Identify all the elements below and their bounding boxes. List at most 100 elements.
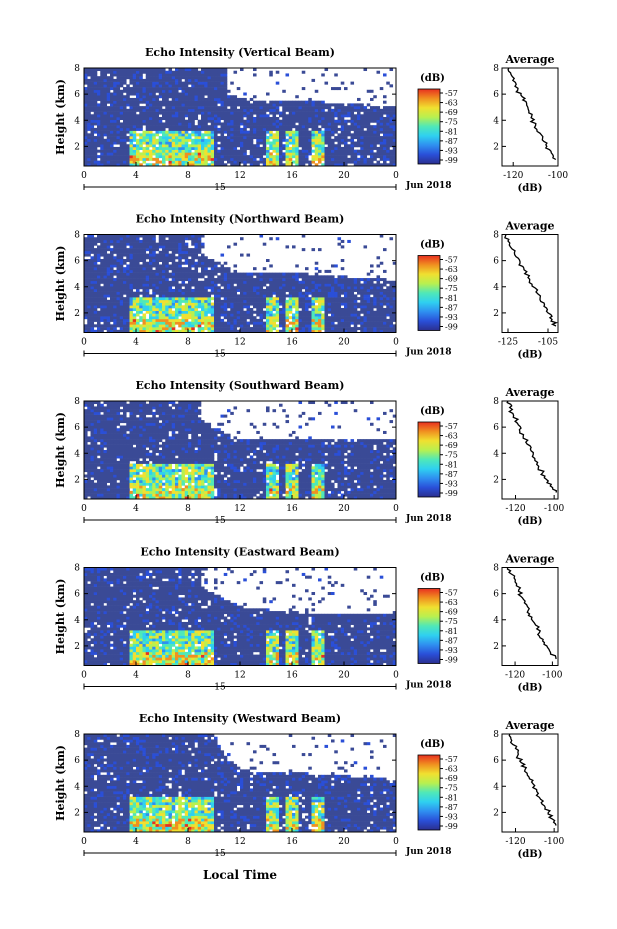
heatmap-cell xyxy=(162,302,166,306)
heatmap-cell xyxy=(337,327,342,331)
heatmap-cell xyxy=(386,81,390,85)
heatmap-cell xyxy=(191,234,195,238)
heatmap-cell xyxy=(240,152,244,156)
heatmap-cell xyxy=(162,130,166,134)
heatmap-cell xyxy=(123,261,127,265)
heatmap-cell xyxy=(100,242,104,246)
heatmap-cell xyxy=(194,68,199,72)
heatmap-cell xyxy=(132,119,137,123)
heatmap-cell xyxy=(152,97,156,101)
heatmap-cell xyxy=(165,259,169,263)
heatmap-cell xyxy=(275,141,280,145)
heatmap-cell xyxy=(194,130,199,134)
heatmap-cell xyxy=(308,291,312,295)
heatmap-cell xyxy=(366,163,371,167)
heatmap-cell xyxy=(162,261,166,265)
heatmap-cell xyxy=(155,133,160,137)
heatmap-cell xyxy=(87,138,91,142)
heatmap-cell xyxy=(311,157,316,161)
heatmap-cell xyxy=(178,305,182,309)
heatmap-cell xyxy=(301,117,306,121)
heatmap-cell xyxy=(145,68,150,72)
heatmap-cell xyxy=(210,286,215,290)
heatmap-cell xyxy=(210,280,215,284)
heatmap-cell xyxy=(321,163,325,167)
heatmap-cell xyxy=(90,141,95,145)
heatmap-cell xyxy=(191,152,195,156)
heatmap-cell xyxy=(334,163,338,167)
heatmap-cell xyxy=(370,111,374,115)
heatmap-cell xyxy=(373,133,377,137)
heatmap-cell xyxy=(210,84,215,88)
heatmap-cell xyxy=(116,264,121,268)
heatmap-cell xyxy=(269,283,273,287)
heatmap-cell xyxy=(256,327,260,331)
heatmap-cell xyxy=(340,275,345,279)
heatmap-cell xyxy=(158,253,163,257)
heatmap-cell xyxy=(314,299,319,303)
heatmap-cell xyxy=(106,239,111,243)
heatmap-cell xyxy=(90,103,95,107)
heatmap-cell xyxy=(103,305,108,309)
heatmap-cell xyxy=(181,146,186,150)
heatmap-cell xyxy=(97,95,101,99)
heatmap-cell xyxy=(106,76,111,80)
heatmap-cell xyxy=(262,278,267,282)
heatmap-cell xyxy=(392,144,397,148)
heatmap-cell xyxy=(308,288,312,292)
heatmap-cell xyxy=(110,141,114,145)
heatmap-cell xyxy=(116,149,121,153)
heatmap-cell xyxy=(191,280,195,284)
heatmap-cell xyxy=(93,324,98,328)
heatmap-cell xyxy=(162,256,166,260)
heatmap-cell xyxy=(142,242,147,246)
heatmap-cell xyxy=(295,103,299,107)
heatmap-cell xyxy=(145,81,150,85)
avg-y-tick-label: 2 xyxy=(493,142,499,152)
heatmap-cell xyxy=(158,264,163,268)
heatmap-cell xyxy=(243,146,247,150)
heatmap-cell xyxy=(145,288,150,292)
heatmap-cell xyxy=(191,253,195,257)
heatmap-cell xyxy=(223,103,228,107)
heatmap-cell xyxy=(90,130,95,134)
heatmap-cell xyxy=(191,313,195,317)
heatmap-cell xyxy=(217,299,221,303)
heatmap-cell xyxy=(155,256,160,260)
heatmap-cell xyxy=(353,297,358,301)
heatmap-cell xyxy=(194,288,199,292)
heatmap-cell xyxy=(119,155,124,159)
heatmap-cell xyxy=(347,288,351,292)
heatmap-cell xyxy=(360,146,364,150)
heatmap-cell xyxy=(210,160,215,164)
heatmap-cell xyxy=(158,318,163,322)
heatmap-cell xyxy=(113,234,117,238)
heatmap-cell xyxy=(279,130,283,134)
heatmap-cell xyxy=(93,103,98,107)
heatmap-cell xyxy=(207,305,212,309)
heatmap-cell xyxy=(149,78,153,82)
heatmap-cell xyxy=(175,286,179,290)
heatmap-cell xyxy=(93,275,98,279)
heatmap-cell xyxy=(119,256,124,260)
heatmap-cell xyxy=(305,160,309,164)
heatmap-cell xyxy=(220,149,225,153)
heatmap-cell xyxy=(353,106,358,110)
heatmap-cell xyxy=(188,272,192,276)
heatmap-cell xyxy=(210,92,215,96)
heatmap-cell xyxy=(197,136,202,140)
heatmap-cell xyxy=(165,103,169,107)
heatmap-cell xyxy=(123,313,127,317)
heatmap-cell xyxy=(223,286,228,290)
heatmap-cell xyxy=(321,280,325,284)
heatmap-cell xyxy=(201,87,205,91)
heatmap-cell xyxy=(301,133,306,137)
heatmap-cell xyxy=(93,108,98,112)
heatmap-cell xyxy=(240,97,244,101)
heatmap-cell xyxy=(259,155,264,159)
heatmap-cell xyxy=(327,297,332,301)
heatmap-cell xyxy=(324,313,329,317)
heatmap-cell xyxy=(103,267,108,271)
heatmap-cell xyxy=(165,280,169,284)
heatmap-cell xyxy=(132,92,137,96)
